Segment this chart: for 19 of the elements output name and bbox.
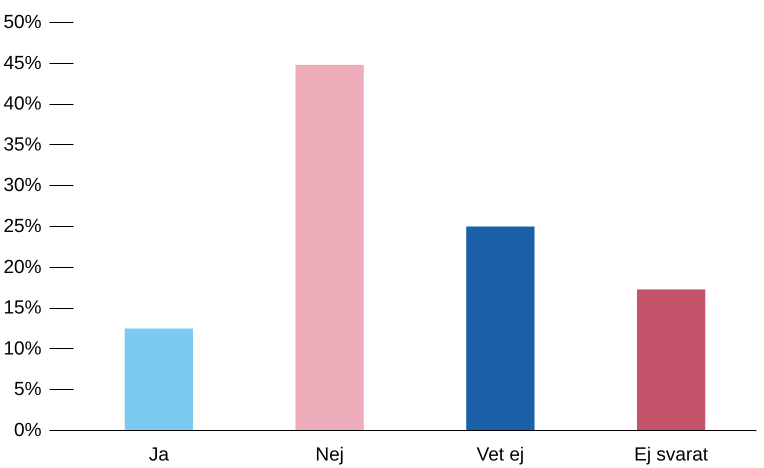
y-tick-label: 35%: [3, 134, 42, 156]
y-tick-label: 25%: [3, 216, 42, 237]
bar: [466, 226, 535, 430]
y-tick-label: 10%: [3, 338, 42, 360]
bar: [636, 289, 706, 430]
y-tick-label: 40%: [3, 94, 42, 115]
y-tick-label: 50%: [3, 12, 42, 33]
bar: [295, 64, 364, 430]
y-tick-label: 0%: [14, 420, 42, 441]
x-tick-label: Ja: [148, 444, 170, 466]
x-tick-label: Nej: [315, 444, 344, 466]
y-tick-label: 45%: [3, 52, 42, 74]
y-tick-label: 20%: [3, 256, 42, 278]
x-tick-label: Ej svarat: [634, 444, 709, 466]
y-tick-label: 15%: [3, 298, 42, 319]
bar: [124, 328, 194, 430]
y-tick-label: 30%: [3, 175, 42, 196]
y-tick-label: 5%: [14, 379, 42, 400]
x-tick-label: Vet ej: [476, 444, 524, 466]
